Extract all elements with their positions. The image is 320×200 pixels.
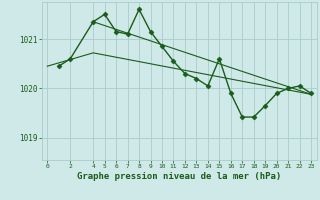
X-axis label: Graphe pression niveau de la mer (hPa): Graphe pression niveau de la mer (hPa) [77, 172, 281, 181]
